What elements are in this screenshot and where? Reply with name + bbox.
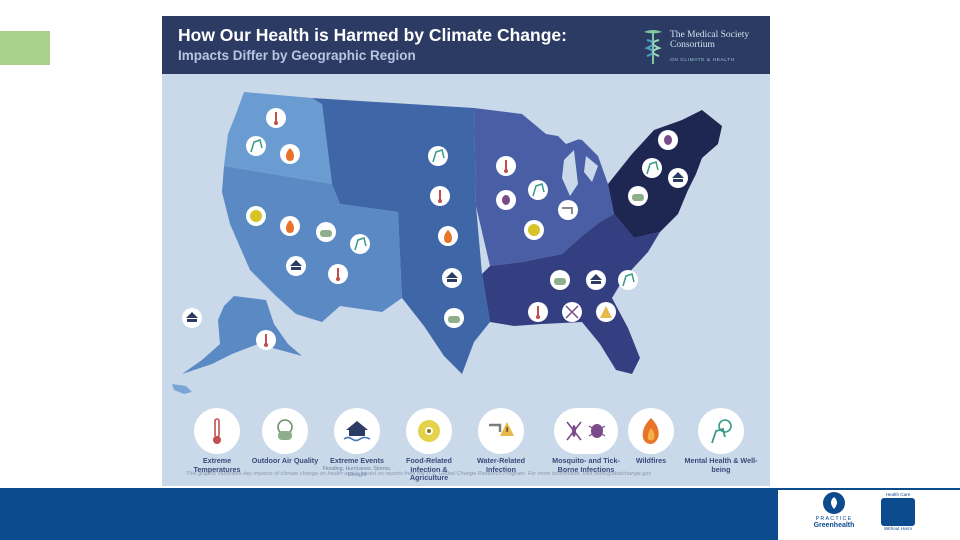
climate-health-infographic: How Our Health is Harmed by Climate Chan…: [162, 16, 770, 486]
nw-thermometer-icon: [266, 108, 286, 128]
se-flood-house-icon: [586, 270, 606, 290]
flood-house-icon: [334, 408, 380, 454]
accent-square: [0, 31, 50, 65]
legend-item: Wildfires: [614, 408, 688, 466]
sw-mask-icon: [316, 222, 336, 242]
consortium-name: The Medical Society Consortium: [670, 30, 750, 50]
ak-thermometer-icon: [256, 330, 276, 350]
legend-item: Extreme Temperatures: [180, 408, 254, 474]
leaf-icon: [823, 492, 845, 514]
hcwh-line1: Health Care: [885, 492, 911, 497]
gp-flood-house-icon: [442, 268, 462, 288]
ne-tick-icon: [658, 130, 678, 150]
us-regions-map: [172, 92, 722, 394]
legend-item: Water-Related Infection: [464, 408, 538, 474]
globe-hands-icon: [881, 498, 915, 526]
gp-fire-icon: [438, 226, 458, 246]
hi-flood-house-icon: [182, 308, 202, 328]
fire-icon: [628, 408, 674, 454]
infographic-title: How Our Health is Harmed by Climate Chan…: [178, 25, 567, 45]
gp-thermometer-icon: [430, 186, 450, 206]
mw-faucet-icon: [558, 200, 578, 220]
legend-item: Mosquito- and Tick-Borne Infections: [542, 408, 630, 474]
pg-line1: PRACTICE: [815, 516, 853, 522]
region-alaska: [182, 296, 302, 374]
legend-item: Extreme Events Flooding, Hurricanes, Sto…: [320, 408, 394, 479]
sw-thermometer-icon: [328, 264, 348, 284]
region-northeast: [608, 110, 722, 238]
ne-mental-health-icon: [642, 158, 662, 178]
pg-line2: Greenhealth: [813, 522, 855, 529]
logo-panel: [778, 490, 960, 540]
legend-sublabel: Flooding, Hurricanes, Storms, Drought: [322, 465, 392, 479]
se-mosquito-icon: [562, 302, 582, 322]
infographic-subtitle: Impacts Differ by Geographic Region: [178, 48, 416, 63]
legend-label: Outdoor Air Quality: [251, 456, 319, 465]
legend-label: Mosquito- and Tick-Borne Infections: [552, 456, 620, 474]
mw-mental-health-icon: [528, 180, 548, 200]
legend-item: Food-Related Infection & Agriculture: [392, 408, 466, 483]
practice-greenhealth-logo: PRACTICE Greenhealth: [806, 492, 862, 538]
ne-flood-house-icon: [668, 168, 688, 188]
hcwh-logo: Health Care Without Harm: [876, 492, 920, 538]
infographic-header: How Our Health is Harmed by Climate Chan…: [162, 16, 770, 74]
consortium-logo: The Medical Society Consortium ON CLIMAT…: [640, 24, 766, 68]
mw-tick-icon: [496, 190, 516, 210]
sw-biohazard-icon: [246, 206, 266, 226]
legend-label: Extreme Events: [330, 456, 384, 465]
faucet-warning-icon: [478, 408, 524, 454]
mosquito-tick-icon: [554, 408, 618, 454]
region-great-plains: [312, 98, 490, 374]
legend-label: Extreme Temperatures: [193, 456, 241, 474]
sw-mental-health-icon: [350, 234, 370, 254]
gp-mental-health-icon: [428, 146, 448, 166]
mw-thermometer-icon: [496, 156, 516, 176]
footnote: This graphic illustrates key impacts of …: [186, 471, 652, 477]
region-hawaii: [172, 384, 192, 394]
se-mask-icon: [550, 270, 570, 290]
mw-biohazard-icon: [524, 220, 544, 240]
mental-health-icon: [698, 408, 744, 454]
caduceus-icon: [644, 30, 662, 64]
region-southeast: [482, 214, 660, 374]
legend-label: Mental Health & Well-being: [684, 456, 758, 474]
legend-item: Outdoor Air Quality: [248, 408, 322, 466]
mask-icon: [262, 408, 308, 454]
se-mental-health-icon: [618, 270, 638, 290]
nw-fire-icon: [280, 144, 300, 164]
sw-flood-house-icon: [286, 256, 306, 276]
legend: Extreme Temperatures Outdoor Air Quality…: [162, 408, 770, 486]
legend-label: Wildfires: [635, 456, 667, 465]
legend-label: Food-Related Infection & Agriculture: [406, 456, 452, 482]
region-northwest: [224, 92, 332, 184]
legend-item: Mental Health & Well-being: [684, 408, 758, 474]
thermometer-icon: [194, 408, 240, 454]
gp-mask-icon: [444, 308, 464, 328]
hcwh-line2: Without Harm: [883, 526, 913, 531]
biohazard-icon: [406, 408, 452, 454]
nw-mental-health-icon: [246, 136, 266, 156]
map-icons: [182, 108, 688, 350]
se-thermometer-icon: [528, 302, 548, 322]
legend-label: Water-Related Infection: [476, 456, 526, 474]
se-faucet-warning-icon: [596, 302, 616, 322]
great-lakes: [554, 128, 598, 196]
consortium-tagline: ON CLIMATE & HEALTH: [670, 58, 735, 63]
region-southwest: [222, 166, 402, 322]
ne-mask-icon: [628, 186, 648, 206]
sw-fire-icon: [280, 216, 300, 236]
